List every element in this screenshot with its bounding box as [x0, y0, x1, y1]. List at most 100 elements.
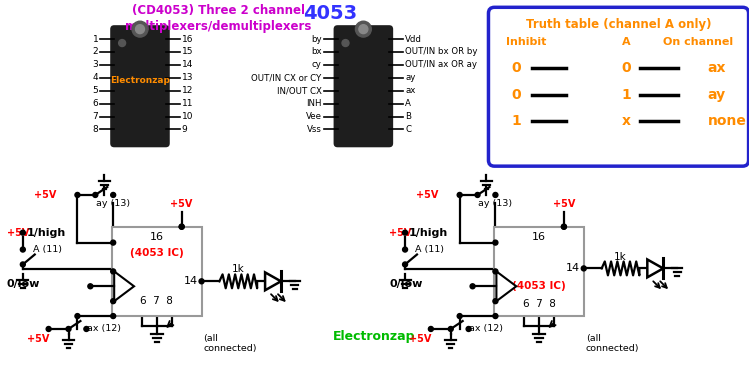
Text: (4053 IC): (4053 IC)	[130, 248, 184, 258]
FancyBboxPatch shape	[489, 7, 749, 166]
Circle shape	[493, 299, 498, 304]
Text: +5V: +5V	[170, 199, 193, 209]
Text: 1/high: 1/high	[409, 228, 449, 238]
Bar	[495, 227, 584, 316]
Circle shape	[562, 224, 566, 229]
Text: ay: ay	[405, 73, 415, 82]
Circle shape	[493, 314, 498, 318]
Text: (all
connected): (all connected)	[586, 334, 639, 353]
Text: 1/high: 1/high	[27, 228, 66, 238]
Text: Truth table (channel A only): Truth table (channel A only)	[526, 18, 711, 31]
Text: 6  7  8: 6 7 8	[523, 299, 556, 309]
Circle shape	[199, 279, 204, 284]
Text: 0/low: 0/low	[7, 279, 40, 289]
Text: 1: 1	[93, 34, 98, 44]
Text: 16: 16	[532, 232, 546, 242]
Polygon shape	[265, 272, 281, 290]
Text: ax: ax	[708, 61, 726, 75]
Text: 5: 5	[93, 86, 98, 95]
Text: IN/OUT CX: IN/OUT CX	[277, 86, 322, 95]
Text: +5V: +5V	[7, 228, 29, 238]
Text: 4: 4	[93, 73, 98, 82]
Text: ax (12): ax (12)	[470, 324, 504, 333]
Text: 6: 6	[93, 99, 98, 108]
Text: x: x	[622, 114, 631, 129]
Circle shape	[111, 240, 115, 245]
Text: +5V: +5V	[409, 334, 431, 344]
FancyBboxPatch shape	[333, 25, 393, 147]
Text: 13: 13	[182, 73, 193, 82]
Text: by: by	[311, 34, 322, 44]
Text: 0: 0	[511, 88, 521, 102]
Text: +5V: +5V	[389, 228, 412, 238]
Circle shape	[75, 192, 80, 197]
Text: +5V: +5V	[416, 190, 439, 200]
Text: none: none	[708, 114, 746, 129]
Circle shape	[493, 240, 498, 245]
FancyBboxPatch shape	[110, 25, 170, 147]
Circle shape	[84, 327, 89, 332]
Text: ay (13): ay (13)	[478, 199, 513, 208]
Circle shape	[581, 266, 587, 271]
Circle shape	[111, 269, 115, 274]
Circle shape	[20, 230, 26, 235]
Text: Electronzap: Electronzap	[333, 330, 415, 344]
Text: Vss: Vss	[307, 125, 322, 134]
Text: C: C	[405, 125, 411, 134]
Circle shape	[493, 192, 498, 197]
Polygon shape	[496, 272, 516, 301]
Circle shape	[20, 247, 26, 252]
Circle shape	[493, 269, 498, 274]
Circle shape	[111, 299, 115, 304]
Text: +5V: +5V	[27, 334, 49, 344]
Text: 15: 15	[182, 48, 193, 57]
Text: OUT/IN CX or CY: OUT/IN CX or CY	[251, 73, 322, 82]
Circle shape	[457, 192, 462, 197]
Circle shape	[46, 327, 51, 332]
Text: 16: 16	[182, 34, 193, 44]
Circle shape	[111, 192, 115, 197]
Text: 14: 14	[183, 276, 198, 286]
Text: 16: 16	[150, 232, 164, 242]
Text: cy: cy	[312, 60, 322, 69]
Circle shape	[466, 327, 471, 332]
Circle shape	[457, 314, 462, 318]
Text: 9: 9	[182, 125, 188, 134]
Text: 14: 14	[182, 60, 193, 69]
Text: 1k: 1k	[232, 264, 244, 274]
Text: +5V: +5V	[34, 190, 57, 200]
Circle shape	[179, 224, 184, 229]
Text: (CD4053) Three 2 channel
multiplexers/demultiplexers: (CD4053) Three 2 channel multiplexers/de…	[125, 4, 311, 33]
Text: A: A	[622, 37, 631, 47]
Text: 0/low: 0/low	[389, 279, 422, 289]
Text: ay (13): ay (13)	[96, 199, 130, 208]
Text: ax: ax	[405, 86, 415, 95]
Circle shape	[20, 262, 26, 267]
Circle shape	[111, 314, 115, 318]
Text: bx: bx	[311, 48, 322, 57]
Circle shape	[93, 192, 98, 197]
Text: 3: 3	[93, 60, 98, 69]
Text: 2: 2	[93, 48, 98, 57]
Text: (all
connected): (all connected)	[204, 334, 257, 353]
Text: 7: 7	[93, 112, 98, 121]
Text: 10: 10	[182, 112, 193, 121]
Text: 11: 11	[182, 99, 193, 108]
Text: A (11): A (11)	[415, 245, 444, 254]
Text: Inhibit: Inhibit	[506, 37, 547, 47]
Circle shape	[403, 230, 408, 235]
Text: OUT/IN bx OR by: OUT/IN bx OR by	[405, 48, 477, 57]
Circle shape	[403, 247, 408, 252]
Text: (4053 IC): (4053 IC)	[512, 281, 566, 291]
Circle shape	[562, 224, 566, 229]
Circle shape	[88, 284, 93, 289]
Circle shape	[75, 314, 80, 318]
Circle shape	[132, 21, 148, 37]
Circle shape	[118, 40, 126, 46]
Circle shape	[136, 25, 145, 34]
Text: ay: ay	[708, 88, 726, 102]
Text: INH: INH	[306, 99, 322, 108]
Circle shape	[66, 327, 71, 332]
Text: OUT/IN ax OR ay: OUT/IN ax OR ay	[405, 60, 477, 69]
Polygon shape	[648, 260, 664, 278]
